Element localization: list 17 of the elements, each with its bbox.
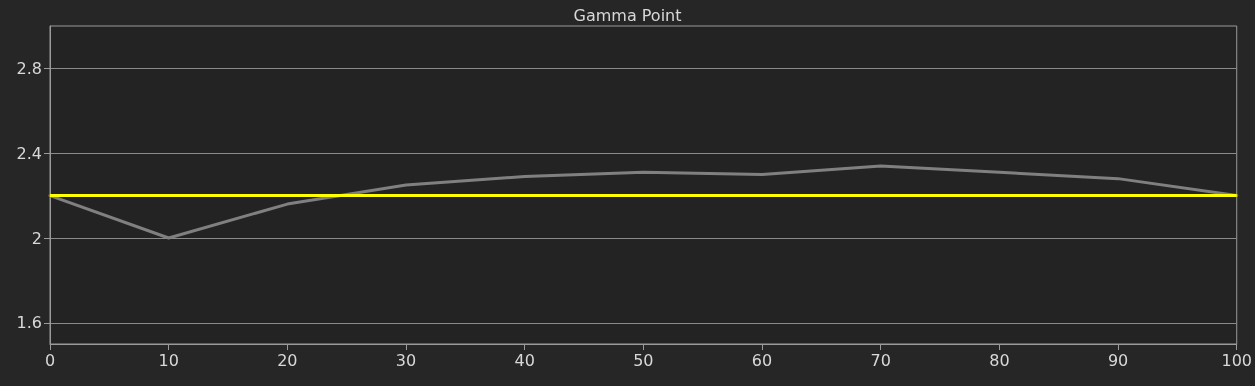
y-tick-label: 2 [31,228,42,248]
y-tick-label: 2.4 [16,143,42,163]
x-tick-label: 0 [44,350,56,370]
x-tick-label: 20 [277,350,298,370]
x-tick-label: 30 [395,350,417,370]
x-tick-label: 100 [1221,350,1252,370]
line-series [48,164,1239,240]
x-tick-label: 80 [989,350,1010,370]
x-tick-label: 10 [158,350,179,370]
x-tick-label: 50 [633,350,654,370]
chart-title: Gamma Point [573,5,682,25]
x-tick-label: 70 [870,350,891,370]
x-tick-label: 90 [1107,350,1129,370]
x-tick-label: 60 [751,350,773,370]
y-tick-label: 2.8 [16,58,42,78]
x-tick-label: 40 [514,350,535,370]
y-tick-label: 1.6 [16,313,42,333]
